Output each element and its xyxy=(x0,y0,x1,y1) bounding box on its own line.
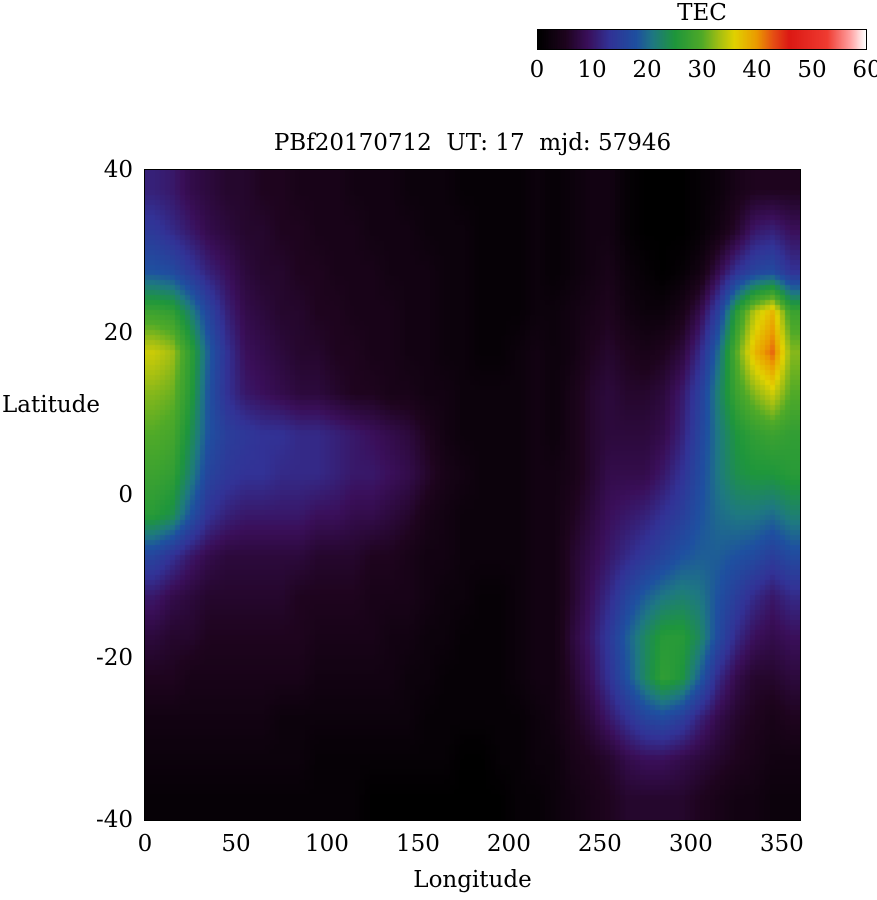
x-axis-tick-label: 150 xyxy=(395,831,440,857)
colorbar-tick-label: 60 xyxy=(852,57,877,83)
y-axis-tick-label: -20 xyxy=(95,644,133,671)
colorbar-tick-label: 20 xyxy=(632,57,662,83)
y-axis-tick-label: 40 xyxy=(103,157,133,183)
y-axis-label: Latitude xyxy=(2,392,100,418)
x-axis-tick-label: 350 xyxy=(759,831,804,857)
x-axis-tick-label: 0 xyxy=(137,831,153,857)
heatmap-plot xyxy=(144,169,801,821)
x-axis-tick-label: 50 xyxy=(221,831,251,857)
colorbar-tick-label: 40 xyxy=(742,57,772,83)
colorbar-title: TEC xyxy=(677,0,727,26)
colorbar-tick-label: 50 xyxy=(797,57,827,83)
x-axis-label: Longitude xyxy=(413,867,532,893)
y-axis-tick-label: -40 xyxy=(95,807,133,833)
plot-title: PBf20170712 UT: 17 mjd: 57946 xyxy=(273,130,672,156)
tec-heatmap-image xyxy=(145,170,800,820)
x-axis-tick-label: 250 xyxy=(577,831,622,857)
x-axis-tick-label: 300 xyxy=(668,831,713,857)
colorbar-tick-label: 30 xyxy=(687,57,717,83)
x-axis-tick-label: 200 xyxy=(486,831,531,857)
y-axis-tick-label: 20 xyxy=(103,319,133,346)
colorbar-tick-label: 0 xyxy=(529,57,545,83)
colorbar-tick-label: 10 xyxy=(577,57,607,83)
colorbar-gradient xyxy=(538,30,866,49)
y-axis-tick-label: 0 xyxy=(118,482,133,508)
colorbar xyxy=(537,29,867,50)
x-axis-tick-label: 100 xyxy=(304,831,349,857)
